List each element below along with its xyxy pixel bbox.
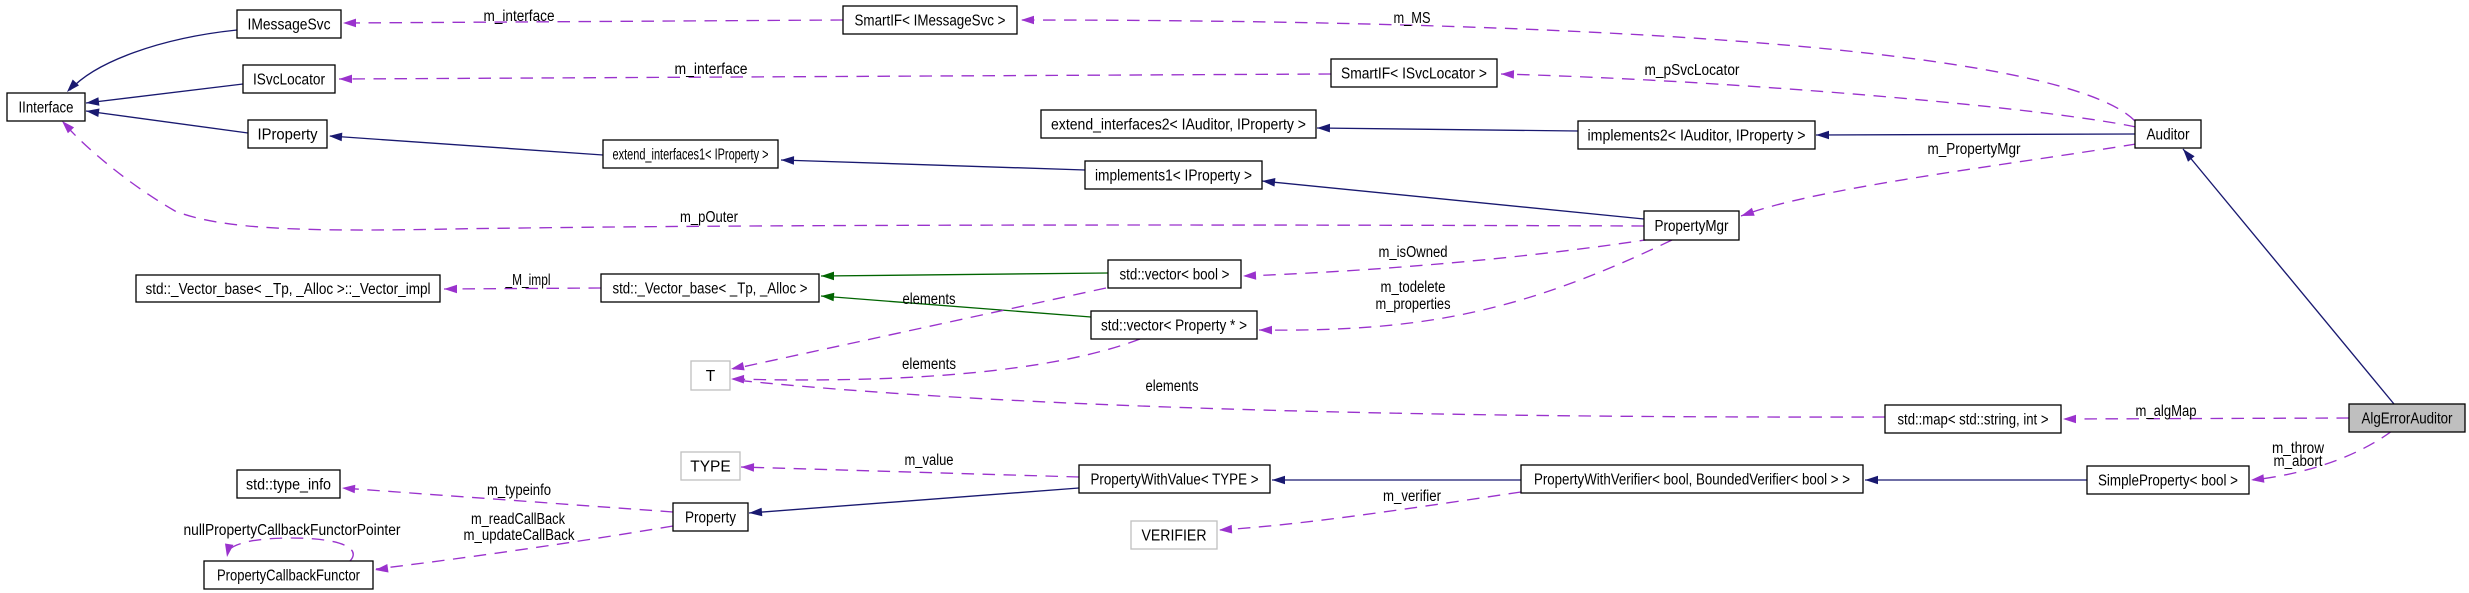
svg-text:extend_interfaces2< IAuditor,: extend_interfaces2< IAuditor, IProperty … xyxy=(1051,117,1306,134)
svg-text:PropertyMgr: PropertyMgr xyxy=(1655,218,1729,235)
svg-text:std::vector< Property * >: std::vector< Property * > xyxy=(1101,318,1247,335)
svg-text:extend_interfaces1< IProperty: extend_interfaces1< IProperty > xyxy=(613,147,769,164)
svg-text:VERIFIER: VERIFIER xyxy=(1142,528,1207,545)
svg-text:SmartIF< ISvcLocator >: SmartIF< ISvcLocator > xyxy=(1341,66,1487,83)
svg-text:PropertyWithVerifier< bool, Bo: PropertyWithVerifier< bool, BoundedVerif… xyxy=(1534,472,1850,489)
svg-text:std::type_info: std::type_info xyxy=(246,477,331,494)
svg-text:elements: elements xyxy=(903,291,956,308)
svg-text:m_algMap: m_algMap xyxy=(2136,403,2197,420)
svg-text:std::vector< bool >: std::vector< bool > xyxy=(1120,267,1230,284)
svg-text:m_pOuter: m_pOuter xyxy=(680,209,738,226)
svg-text:_M_impl: _M_impl xyxy=(505,272,551,289)
svg-text:m_interface: m_interface xyxy=(675,61,748,78)
svg-text:Property: Property xyxy=(685,510,736,527)
svg-text:m_pSvcLocator: m_pSvcLocator xyxy=(1645,62,1740,79)
svg-text:m_isOwned: m_isOwned xyxy=(1379,244,1448,261)
svg-text:m_updateCallBack: m_updateCallBack xyxy=(464,527,575,544)
svg-text:elements: elements xyxy=(902,356,956,373)
svg-text:SmartIF< IMessageSvc >: SmartIF< IMessageSvc > xyxy=(855,13,1006,30)
svg-text:IProperty: IProperty xyxy=(258,127,318,144)
svg-text:std::map< std::string, int >: std::map< std::string, int > xyxy=(1898,412,2049,429)
svg-text:m_value: m_value xyxy=(905,452,954,469)
svg-text:T: T xyxy=(706,368,716,385)
svg-text:implements1< IProperty >: implements1< IProperty > xyxy=(1095,168,1252,185)
svg-text:ISvcLocator: ISvcLocator xyxy=(253,72,325,89)
svg-text:IInterface: IInterface xyxy=(19,100,74,117)
svg-text:std::_Vector_base< _Tp, _Alloc: std::_Vector_base< _Tp, _Alloc > xyxy=(613,281,808,298)
svg-text:PropertyCallbackFunctor: PropertyCallbackFunctor xyxy=(217,568,360,585)
svg-text:AlgErrorAuditor: AlgErrorAuditor xyxy=(2362,411,2453,428)
svg-text:implements2< IAuditor, IProper: implements2< IAuditor, IProperty > xyxy=(1588,128,1806,145)
svg-text:m_PropertyMgr: m_PropertyMgr xyxy=(1928,141,2021,158)
svg-text:m_MS: m_MS xyxy=(1394,10,1431,27)
svg-text:std::_Vector_base< _Tp, _Alloc: std::_Vector_base< _Tp, _Alloc >::_Vecto… xyxy=(146,281,431,298)
svg-text:IMessageSvc: IMessageSvc xyxy=(248,17,331,34)
svg-text:m_properties: m_properties xyxy=(1376,296,1451,313)
svg-text:nullPropertyCallbackFunctorPoi: nullPropertyCallbackFunctorPointer xyxy=(184,522,401,539)
svg-text:TYPE: TYPE xyxy=(690,459,730,476)
svg-text:m_abort: m_abort xyxy=(2274,453,2324,470)
svg-text:Auditor: Auditor xyxy=(2147,127,2190,144)
svg-text:m_readCallBack: m_readCallBack xyxy=(471,511,565,528)
svg-text:m_todelete: m_todelete xyxy=(1381,279,1446,296)
svg-text:m_verifier: m_verifier xyxy=(1383,488,1441,505)
svg-text:m_throw: m_throw xyxy=(2272,440,2325,457)
svg-text:m_typeinfo: m_typeinfo xyxy=(487,482,551,499)
svg-text:PropertyWithValue< TYPE >: PropertyWithValue< TYPE > xyxy=(1091,472,1259,489)
svg-text:SimpleProperty< bool >: SimpleProperty< bool > xyxy=(2098,473,2238,490)
svg-text:elements: elements xyxy=(1146,378,1199,395)
svg-text:m_interface: m_interface xyxy=(484,8,555,25)
